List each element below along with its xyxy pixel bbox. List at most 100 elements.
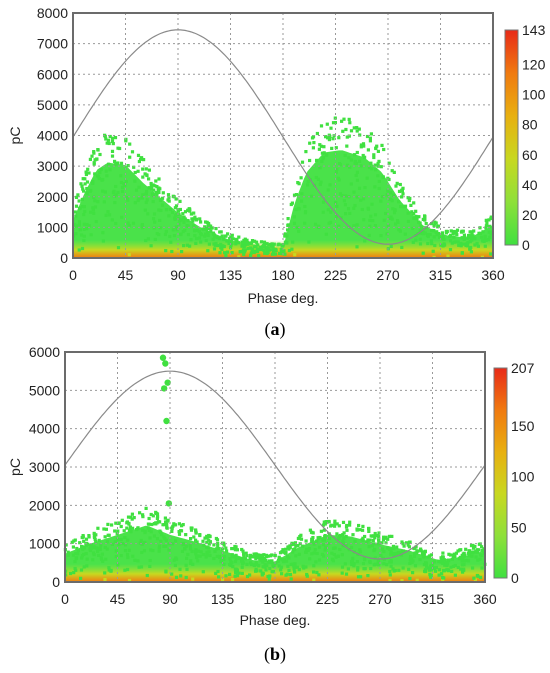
- scatter-point: [245, 574, 250, 579]
- scatter-point: [221, 578, 225, 582]
- scatter-point: [210, 226, 214, 230]
- scatter-point: [487, 230, 491, 234]
- scatter-point: [445, 564, 449, 568]
- scatter-point: [127, 253, 131, 257]
- scatter-point: [304, 550, 308, 554]
- scatter-point: [441, 576, 445, 580]
- scatter-point: [409, 203, 413, 207]
- colorbar-tick-label: 100: [522, 87, 546, 103]
- scatter-point: [77, 248, 81, 252]
- y-tick-label: 2000: [37, 189, 68, 205]
- scatter-point: [362, 567, 366, 571]
- scatter-point: [435, 230, 439, 234]
- scatter-point: [134, 188, 139, 192]
- scatter-point: [147, 522, 151, 526]
- scatter-point: [321, 200, 326, 204]
- scatter-point: [215, 554, 219, 558]
- scatter-point: [307, 240, 311, 244]
- scatter-point: [377, 179, 381, 183]
- scatter-point: [74, 224, 78, 228]
- scatter-point: [180, 524, 184, 528]
- scatter-point: [199, 220, 203, 224]
- y-tick-labels-b: 0 1000 2000 3000 4000 5000 6000: [29, 344, 60, 590]
- scatter-point: [165, 526, 169, 530]
- scatter-point: [489, 215, 493, 219]
- scatter-point: [312, 570, 316, 574]
- scatter-point: [243, 557, 247, 561]
- scatter-point: [306, 183, 310, 187]
- scatter-point: [272, 249, 276, 254]
- scatter-point: [125, 552, 130, 556]
- scatter-point: [116, 146, 120, 150]
- scatter-point: [199, 240, 203, 244]
- scatter-point: [98, 152, 102, 157]
- scatter-point: [315, 539, 319, 543]
- scatter-point: [174, 575, 179, 579]
- scatter-point: [116, 529, 120, 533]
- scatter-point: [438, 235, 442, 239]
- scatter-point: [191, 219, 195, 223]
- scatter-point: [245, 241, 249, 245]
- scatter-point: [113, 201, 117, 205]
- scatter-point: [102, 200, 106, 204]
- scatter-point: [315, 131, 319, 136]
- scatter-point: [294, 544, 298, 548]
- y-tick-label: 3000: [29, 459, 60, 475]
- scatter-point: [346, 207, 351, 211]
- scatter-point: [191, 562, 195, 566]
- scatter-point: [386, 537, 390, 541]
- scatter-point: [240, 244, 244, 248]
- scatter-point: [230, 251, 234, 255]
- scatter-point: [182, 220, 186, 224]
- scatter-point: [319, 529, 323, 533]
- scatter-point: [92, 195, 96, 199]
- scatter-point: [106, 533, 110, 537]
- scatter-point: [283, 234, 287, 238]
- scatter-point: [140, 542, 144, 546]
- scatter-point: [318, 143, 322, 147]
- scatter-point: [99, 167, 103, 172]
- scatter-point: [365, 134, 370, 139]
- scatter-point: [308, 158, 312, 163]
- scatter-point: [387, 161, 391, 165]
- scatter-point: [201, 539, 205, 543]
- scatter-point: [389, 559, 393, 563]
- scatter-point: [137, 565, 141, 569]
- scatter-point: [480, 566, 484, 570]
- scatter-point: [396, 219, 400, 223]
- scatter-point: [333, 121, 337, 125]
- scatter-point: [248, 246, 252, 250]
- scatter-point: [98, 547, 102, 552]
- scatter-point: [386, 224, 390, 228]
- scatter-point: [82, 565, 86, 569]
- scatter-point: [398, 229, 402, 233]
- scatter-point: [334, 555, 338, 559]
- scatter-point: [267, 560, 271, 564]
- scatter-point: [191, 577, 195, 581]
- scatter-point: [140, 196, 144, 200]
- scatter-point: [316, 177, 320, 181]
- scatter-point: [245, 238, 249, 242]
- scatter-point: [185, 224, 189, 228]
- scatter-point: [203, 234, 207, 238]
- scatter-point: [196, 559, 200, 563]
- scatter-point: [291, 550, 295, 554]
- scatter-point: [185, 243, 189, 247]
- scatter-point: [462, 237, 466, 242]
- scatter-point: [143, 529, 147, 533]
- scatter-point: [185, 567, 189, 571]
- scatter-point: [381, 556, 385, 560]
- scatter-point: [194, 529, 198, 533]
- scatter-point: [71, 545, 75, 549]
- scatter-point: [77, 220, 81, 224]
- scatter-point: [160, 533, 164, 537]
- scatter-point: [192, 211, 196, 215]
- scatter-point: [190, 217, 194, 221]
- scatter-point: [372, 542, 376, 546]
- scatter-point: [453, 573, 457, 577]
- scatter-point: [436, 232, 441, 236]
- scatter-point: [408, 576, 412, 581]
- scatter-point: [454, 551, 458, 555]
- scatter-point: [366, 538, 370, 542]
- scatter-point: [361, 153, 365, 158]
